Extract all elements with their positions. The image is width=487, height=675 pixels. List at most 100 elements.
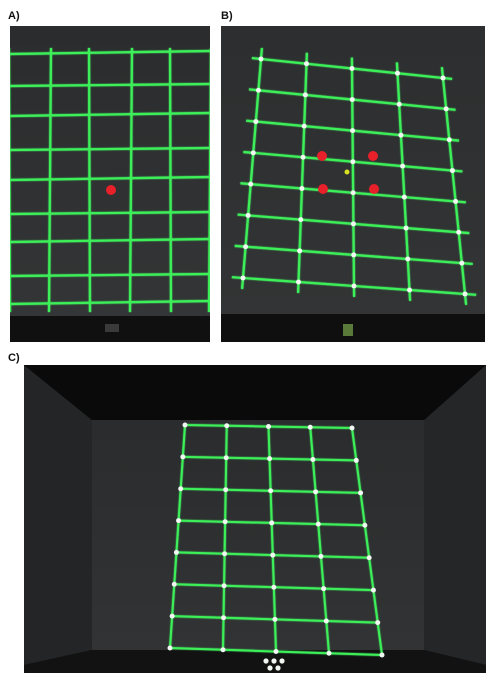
- grid-c-calibration-dot: [180, 454, 186, 460]
- grid-c-calibration-dot: [273, 649, 279, 654]
- grid-c-calibration-dot: [224, 423, 230, 429]
- panel-c-label: C): [8, 352, 20, 364]
- grid-b-calibration-dot: [349, 66, 355, 71]
- grid-b-calibration-dot: [405, 256, 411, 262]
- grid-b-calibration-dot: [456, 229, 462, 235]
- grid-b-calibration-dot: [302, 92, 308, 98]
- red-marker-b2: [368, 151, 378, 161]
- red-marker-a: [106, 185, 116, 195]
- grid-a-hline: [10, 49, 210, 56]
- grid-c-calibration-dot: [171, 581, 177, 587]
- grid-b-calibration-dot: [453, 198, 459, 204]
- grid-c-vline: [169, 424, 186, 649]
- grid-b-calibration-dot: [248, 181, 254, 187]
- grid-b-calibration-dot: [296, 279, 301, 285]
- grid-c-calibration-dot: [221, 615, 227, 621]
- grid-c-calibration-dot: [310, 457, 316, 463]
- grid-a-vline: [168, 47, 173, 313]
- grid-b-calibration-dot: [400, 163, 406, 169]
- grid-b-calibration-dot: [350, 128, 356, 134]
- grid-c-calibration-dot: [178, 486, 184, 492]
- panel-c-photo: [24, 365, 486, 673]
- grid-b-calibration-dot: [401, 194, 407, 200]
- grid-c-calibration-dot: [358, 490, 364, 496]
- grid-c-vline: [222, 425, 228, 650]
- grid-c-calibration-dot: [223, 487, 229, 493]
- grid-b-calibration-dot: [299, 185, 305, 191]
- grid-b-calibration-dot: [253, 119, 259, 125]
- grid-a-vline: [87, 47, 92, 313]
- grid-c-calibration-dot: [379, 652, 385, 658]
- grid-c-calibration-dot: [176, 518, 182, 524]
- red-marker-b3: [318, 184, 328, 194]
- grid-a-hline: [10, 146, 210, 152]
- grid-a-vline: [128, 47, 134, 313]
- grid-b-calibration-dot: [298, 217, 304, 223]
- grid-b-calibration-dot: [245, 212, 251, 218]
- grid-c-calibration-dot: [169, 613, 175, 619]
- grid-c-calibration-dot: [326, 650, 332, 656]
- grid-a-vline: [207, 47, 210, 313]
- grid-c-calibration-dot: [323, 618, 329, 624]
- grid-c-calibration-dot: [307, 424, 313, 430]
- grid-c-calibration-dot: [353, 457, 359, 463]
- grid-b-calibration-dot: [250, 150, 256, 156]
- panel-b-photo: [221, 26, 485, 342]
- grid-b-calibration-dot: [351, 283, 357, 289]
- red-marker-b1: [317, 151, 327, 161]
- grid-a-hline: [10, 111, 210, 118]
- grid-c-calibration-dot: [370, 587, 376, 593]
- grid-b-calibration-dot: [240, 275, 246, 281]
- grid-c-calibration-dot: [222, 551, 228, 557]
- grid-c-calibration-dot: [266, 424, 271, 429]
- grid-b-calibration-dot: [258, 56, 264, 62]
- grid-c-vline: [267, 426, 277, 652]
- grid-b-calibration-dot: [398, 132, 404, 138]
- grid-b-calibration-dot: [350, 221, 356, 227]
- grid-b-calibration-dot: [300, 154, 306, 160]
- grid-b-calibration-dot: [301, 123, 307, 129]
- grid-c-calibration-dot: [313, 489, 319, 495]
- grid-b-calibration-dot: [350, 159, 356, 165]
- center-marker-b: [344, 169, 350, 175]
- panel-a-photo: [10, 26, 210, 342]
- floor-markers: [263, 658, 285, 671]
- grid-c-vline: [351, 427, 383, 656]
- grid-c-calibration-dot: [269, 520, 275, 526]
- grid-a-hline: [10, 237, 210, 244]
- grid-b-calibration-dot: [350, 190, 356, 196]
- grid-b-calibration-dot: [255, 87, 261, 93]
- grid-a-hline: [10, 175, 210, 182]
- grid-b-calibration-dot: [462, 291, 468, 297]
- grid-c-calibration-dot: [173, 549, 179, 555]
- red-marker-b4: [369, 184, 379, 194]
- grid-b-calibration-dot: [243, 244, 249, 250]
- grid-c-vline: [309, 427, 330, 654]
- grid-c-calibration-dot: [362, 522, 368, 528]
- grid-c-calibration-dot: [349, 425, 355, 431]
- grid-c-calibration-dot: [223, 455, 229, 461]
- grid-c-calibration-dot: [182, 422, 188, 428]
- grid-b-calibration-dot: [403, 225, 409, 231]
- grid-c-calibration-dot: [271, 584, 277, 590]
- grid-b-calibration-dot: [304, 61, 309, 67]
- grid-b-calibration-dot: [351, 252, 357, 258]
- grid-a-hline: [10, 210, 210, 216]
- grid-b-calibration-dot: [349, 97, 355, 103]
- grid-c-calibration-dot: [220, 647, 226, 653]
- grid-b-calibration-dot: [395, 70, 400, 76]
- grid-c-calibration-dot: [222, 519, 228, 525]
- panel-c-grid: [24, 365, 486, 673]
- grid-b-calibration-dot: [396, 101, 402, 107]
- panel-b-label: B): [221, 10, 233, 22]
- grid-c-calibration-dot: [318, 553, 324, 559]
- grid-b-calibration-dot: [297, 248, 303, 254]
- grid-c-calibration-dot: [321, 586, 327, 592]
- grid-c-calibration-dot: [366, 555, 372, 561]
- panel-a-label: A): [8, 10, 20, 22]
- panel-b-grid: [221, 26, 485, 342]
- grid-c-calibration-dot: [167, 645, 173, 651]
- grid-c-calibration-dot: [221, 583, 227, 589]
- grid-b-calibration-dot: [449, 168, 455, 174]
- grid-b-calibration-dot: [407, 287, 412, 293]
